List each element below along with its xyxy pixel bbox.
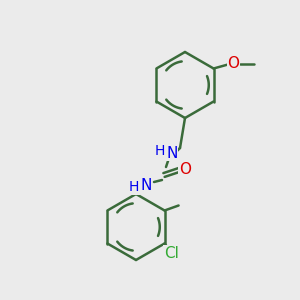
Text: N: N (166, 146, 178, 160)
Text: H: H (129, 180, 139, 194)
Text: N: N (140, 178, 152, 193)
Text: O: O (179, 163, 191, 178)
Text: H: H (155, 144, 165, 158)
Text: O: O (228, 56, 240, 71)
Text: Cl: Cl (164, 246, 179, 261)
